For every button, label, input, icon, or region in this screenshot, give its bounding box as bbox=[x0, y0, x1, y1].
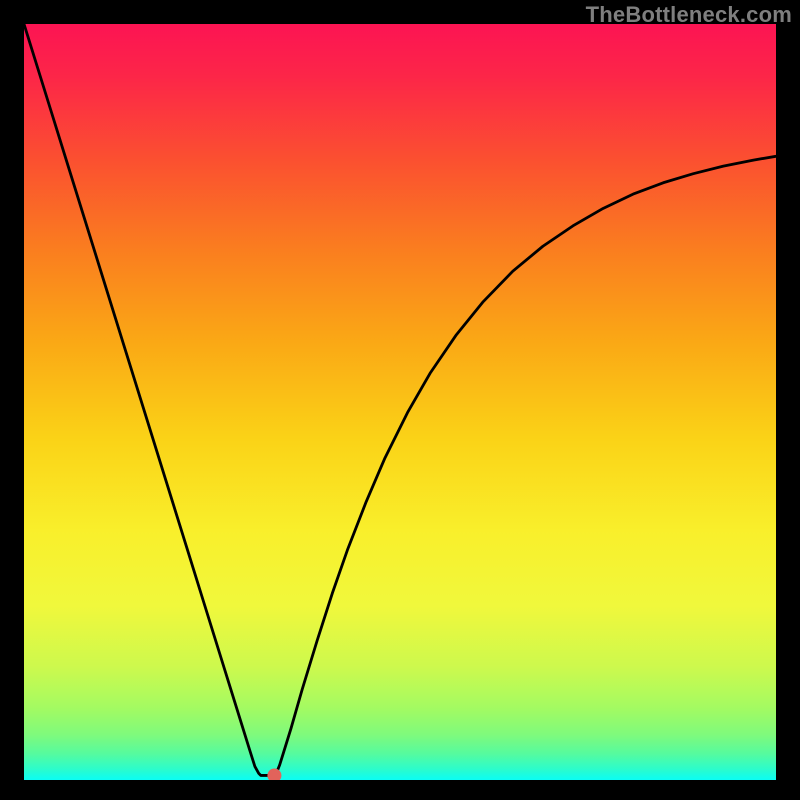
border-left bbox=[0, 0, 24, 800]
border-right bbox=[776, 0, 800, 800]
border-bottom bbox=[0, 780, 800, 800]
chart-background bbox=[24, 24, 776, 780]
chart-svg bbox=[24, 24, 776, 780]
watermark-text: TheBottleneck.com bbox=[586, 2, 792, 28]
chart-plot-area bbox=[24, 24, 776, 780]
